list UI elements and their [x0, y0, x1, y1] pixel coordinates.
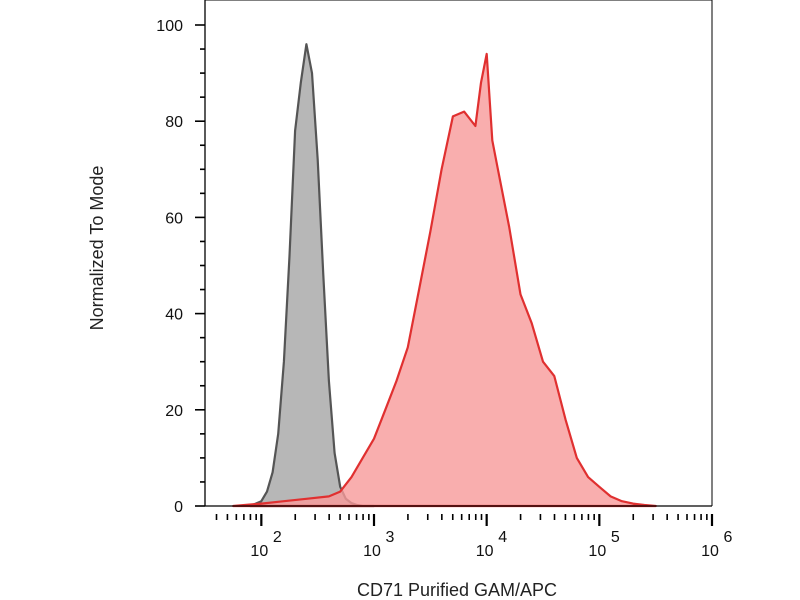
histogram-series — [232, 43, 657, 508]
x-tick-label-exponent: 6 — [724, 529, 733, 546]
y-tick-label: 0 — [174, 499, 183, 516]
axes — [204, 0, 713, 507]
x-tick-label-base: 10 — [588, 543, 606, 560]
y-axis-label: Normalized To Mode — [87, 166, 107, 331]
x-axis-label: CD71 Purified GAM/APC — [357, 580, 557, 600]
y-tick-label: 100 — [156, 18, 183, 35]
x-tick-label-base: 10 — [250, 543, 268, 560]
x-tick-label-base: 10 — [701, 543, 719, 560]
x-tick-label-exponent: 3 — [386, 529, 395, 546]
y-tick-label: 60 — [165, 210, 183, 227]
histogram-series-1-area — [249, 43, 376, 508]
x-tick-label-exponent: 4 — [498, 529, 507, 546]
x-tick-label-base: 10 — [363, 543, 381, 560]
x-tick-label-exponent: 5 — [611, 529, 620, 546]
x-tick-label-exponent: 2 — [273, 529, 282, 546]
histogram-series-2-area — [232, 52, 657, 508]
x-tick-label-base: 10 — [476, 543, 494, 560]
y-tick-label: 80 — [165, 114, 183, 131]
y-tick-label: 20 — [165, 403, 183, 420]
axis-ticks — [195, 24, 714, 526]
y-tick-label: 40 — [165, 307, 183, 324]
